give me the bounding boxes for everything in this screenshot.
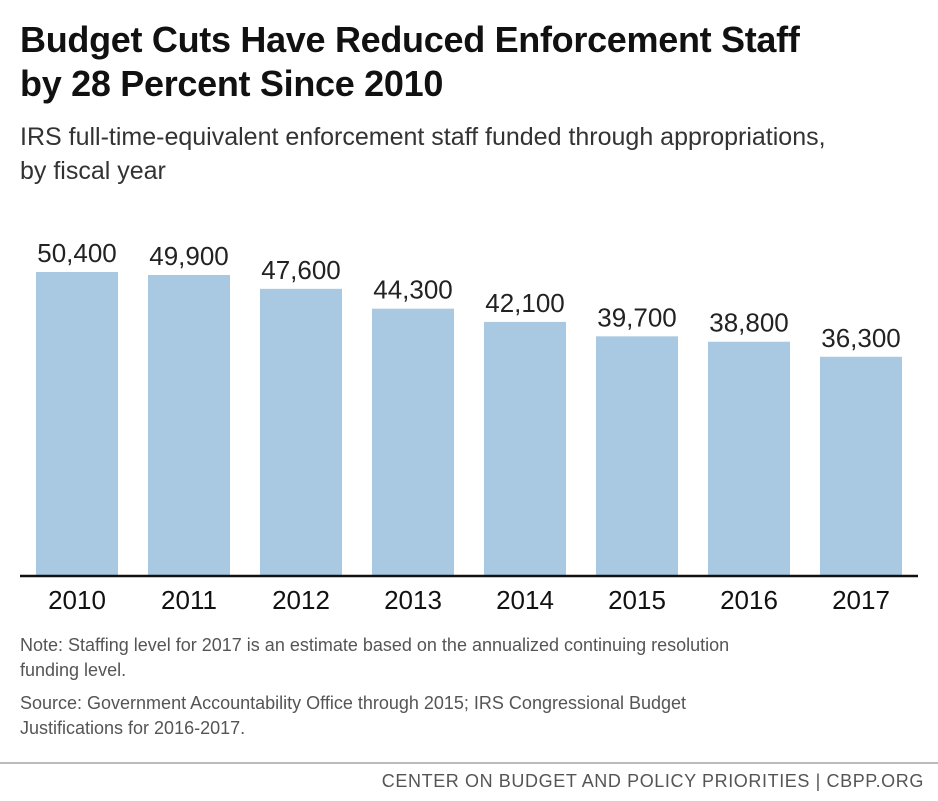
note-line-2: funding level.: [20, 660, 127, 680]
x-tick-label-2010: 2010: [48, 585, 106, 615]
source-line-1: Source: Government Accountability Office…: [20, 693, 687, 713]
footer-credit: CENTER ON BUDGET AND POLICY PRIORITIES |…: [381, 771, 924, 791]
data-label-2012: 47,600: [261, 255, 341, 285]
chart-note: Note: Staffing level for 2017 is an esti…: [20, 633, 900, 683]
chart-subtitle-line-2: by fiscal year: [20, 157, 166, 185]
bar-2011: [148, 275, 230, 575]
chart-source: Source: Government Accountability Office…: [20, 691, 900, 741]
data-label-2013: 44,300: [373, 275, 453, 305]
data-label-2016: 38,800: [709, 308, 789, 338]
data-label-2017: 36,300: [821, 323, 901, 353]
bar-chart: 50,400 2010 49,900 2011 47,600 2012 44,300 2013…: [20, 238, 918, 615]
data-label-2015: 39,700: [597, 302, 677, 332]
bar-2014: [484, 321, 566, 575]
chart-subtitle-line-1: IRS full-time-equivalent enforcement sta…: [20, 123, 826, 151]
x-tick-label-2016: 2016: [720, 585, 778, 615]
x-tick-label-2014: 2014: [496, 585, 554, 615]
x-tick-label-2011: 2011: [161, 585, 217, 615]
chart-title-line-1: Budget Cuts Have Reduced Enforcement Sta…: [20, 19, 800, 60]
footer-divider: [0, 762, 938, 764]
x-tick-label-2015: 2015: [608, 585, 666, 615]
chart-title: Budget Cuts Have Reduced Enforcement Sta…: [20, 18, 920, 106]
x-tick-label-2017: 2017: [832, 585, 890, 615]
data-label-2010: 50,400: [37, 238, 117, 268]
x-tick-label-2012: 2012: [272, 585, 330, 615]
bar-2015: [596, 336, 678, 575]
bar-2017: [820, 356, 902, 575]
bar-2013: [372, 308, 454, 575]
data-label-2011: 49,900: [149, 241, 229, 271]
bar-2012: [260, 288, 342, 575]
bar-2016: [708, 341, 790, 575]
source-line-2: Justifications for 2016-2017.: [20, 718, 246, 738]
data-label-2014: 42,100: [485, 288, 565, 318]
x-tick-label-2013: 2013: [384, 585, 442, 615]
chart-title-line-2: by 28 Percent Since 2010: [20, 63, 444, 104]
note-line-1: Note: Staffing level for 2017 is an esti…: [20, 635, 730, 655]
bar-2010: [36, 272, 118, 575]
chart-subtitle: IRS full-time-equivalent enforcement sta…: [20, 120, 920, 188]
